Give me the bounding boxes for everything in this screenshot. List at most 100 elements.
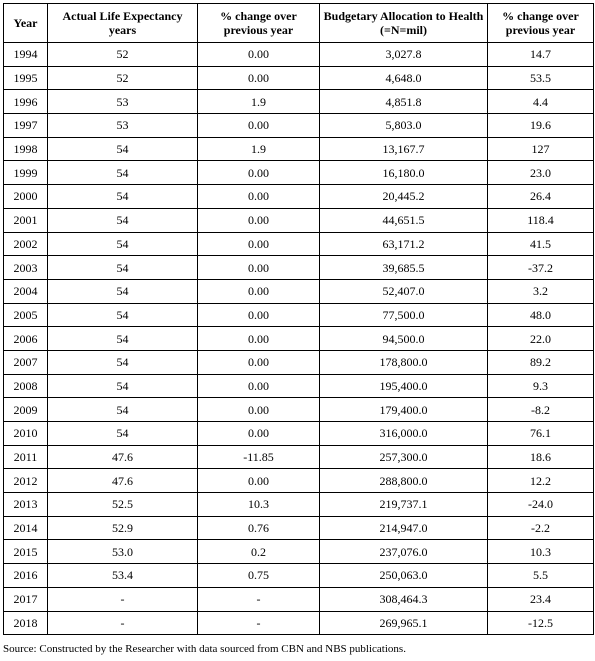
table-cell: 2013 <box>3 492 48 517</box>
table-cell: 2006 <box>3 326 48 351</box>
table-cell: 54 <box>47 326 198 351</box>
table-cell: 52 <box>47 42 198 67</box>
table-row: 2004 54 0.00 52,407.0 3.2 <box>3 278 594 304</box>
table-cell: - <box>47 586 198 612</box>
table-cell: 52,407.0 <box>319 278 488 304</box>
data-table: Year Actual Life Expectancy years% change… <box>3 3 594 636</box>
table-cell: -37.2 <box>487 255 594 280</box>
table-cell: 2004 <box>3 278 48 304</box>
header-cell: % change over previous year <box>197 3 320 43</box>
table-row: 2013 52.5 10.3 219,737.1 -24.0 <box>3 492 594 517</box>
table-cell: 54 <box>47 397 198 422</box>
table-cell: 94,500.0 <box>319 326 488 351</box>
table-cell: 22.0 <box>487 326 594 351</box>
table-row: 1995 52 0.00 4,648.0 53.5 <box>3 65 594 91</box>
table-cell: 2015 <box>3 539 48 565</box>
header-cell: % change over previous year <box>487 3 594 43</box>
table-cell: 127 <box>487 136 594 162</box>
table-cell: 54 <box>47 136 198 162</box>
table-cell: 2002 <box>3 231 48 257</box>
table-cell: 0.00 <box>197 207 320 233</box>
table-cell: 63,171.2 <box>319 231 488 257</box>
table-cell: 178,800.0 <box>319 349 488 375</box>
table-cell: -2.2 <box>487 515 594 541</box>
table-cell: 54 <box>47 373 198 399</box>
table-row: 2006 54 0.00 94,500.0 22.0 <box>3 326 594 351</box>
table-cell: 2001 <box>3 207 48 233</box>
table-cell: 3,027.8 <box>319 42 488 67</box>
table-cell: 2007 <box>3 349 48 375</box>
table-cell: 214,947.0 <box>319 515 488 541</box>
table-cell: 26.4 <box>487 184 594 209</box>
table-cell: 1994 <box>3 42 48 67</box>
table-cell: 118.4 <box>487 207 594 233</box>
table-cell: 0.00 <box>197 160 320 186</box>
table-row: 2000 54 0.00 20,445.2 26.4 <box>3 184 594 209</box>
table-row: 2016 53.4 0.75 250,063.0 5.5 <box>3 563 594 588</box>
table-cell: 53 <box>47 113 198 138</box>
table-cell: 54 <box>47 349 198 375</box>
table-row: 2017- -308,464.3 23.4 <box>3 586 594 612</box>
table-cell: 316,000.0 <box>319 421 488 446</box>
table-cell: - <box>47 610 198 636</box>
table-cell: 179,400.0 <box>319 397 488 422</box>
table-cell: 9.3 <box>487 373 594 399</box>
table-row: 2005 54 0.00 77,500.0 48.0 <box>3 302 594 328</box>
table-cell: 5.5 <box>487 563 594 588</box>
table-cell: 23.0 <box>487 160 594 186</box>
table-row: 2012 47.6 0.00 288,800.0 12.2 <box>3 468 594 494</box>
table-cell: 76.1 <box>487 421 594 446</box>
table-cell: 0.00 <box>197 326 320 351</box>
table-cell: 53 <box>47 89 198 115</box>
header-cell: Budgetary Allocation to Health (=N=mil) <box>319 3 488 43</box>
table-cell: 39,685.5 <box>319 255 488 280</box>
table-cell: 219,737.1 <box>319 492 488 517</box>
table-cell: 250,063.0 <box>319 563 488 588</box>
table-cell: 54 <box>47 255 198 280</box>
table-cell: 195,400.0 <box>319 373 488 399</box>
table-cell: 2016 <box>3 563 48 588</box>
table-cell: 54 <box>47 421 198 446</box>
header-row: Year Actual Life Expectancy years% change… <box>3 3 594 43</box>
table-cell: - <box>197 586 320 612</box>
table-cell: 54 <box>47 184 198 209</box>
table-cell: 2009 <box>3 397 48 422</box>
table-body: 1994 52 0.00 3,027.8 14.7 1995 52 0.00 4,648.0 53… <box>3 42 594 636</box>
table-row: 2008 54 0.00 195,400.0 9.3 <box>3 373 594 399</box>
table-cell: 52.5 <box>47 492 198 517</box>
table-cell: 14.7 <box>487 42 594 67</box>
table-cell: 3.2 <box>487 278 594 304</box>
table-cell: 2005 <box>3 302 48 328</box>
table-cell: 1.9 <box>197 136 320 162</box>
table-cell: 288,800.0 <box>319 468 488 494</box>
table-cell: 0.00 <box>197 397 320 422</box>
table-cell: 20,445.2 <box>319 184 488 209</box>
table-cell: 0.00 <box>197 421 320 446</box>
table-cell: 10.3 <box>487 539 594 565</box>
table-cell: 53.5 <box>487 65 594 91</box>
table-cell: 2014 <box>3 515 48 541</box>
table-cell: 1996 <box>3 89 48 115</box>
table-cell: 18.6 <box>487 444 594 470</box>
table-cell: 13,167.7 <box>319 136 488 162</box>
table-cell: 16,180.0 <box>319 160 488 186</box>
table-cell: 1998 <box>3 136 48 162</box>
table-cell: -8.2 <box>487 397 594 422</box>
table-row: 2011 47.6 -11.85 257,300.0 18.6 <box>3 444 594 470</box>
table-row: 2003 54 0.00 39,685.5 -37.2 <box>3 255 594 280</box>
table-cell: 53.0 <box>47 539 198 565</box>
table-row: 1999 54 0.00 16,180.0 23.0 <box>3 160 594 186</box>
table-cell: 0.00 <box>197 42 320 67</box>
table-cell: -24.0 <box>487 492 594 517</box>
table-cell: 1.9 <box>197 89 320 115</box>
table-cell: 0.00 <box>197 349 320 375</box>
table-cell: 54 <box>47 231 198 257</box>
table-cell: -12.5 <box>487 610 594 636</box>
table-cell: 54 <box>47 160 198 186</box>
table-cell: 44,651.5 <box>319 207 488 233</box>
table-cell: -11.85 <box>197 444 320 470</box>
table-cell: 10.3 <box>197 492 320 517</box>
table-cell: 2018 <box>3 610 48 636</box>
table-cell: 2012 <box>3 468 48 494</box>
